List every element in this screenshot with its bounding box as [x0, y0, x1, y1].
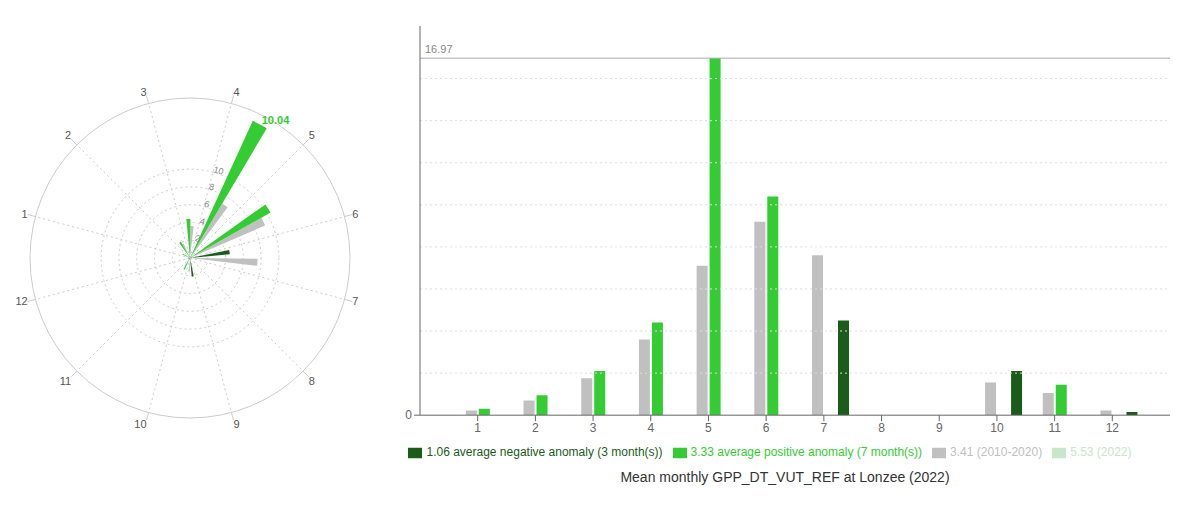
svg-text:5: 5 [705, 421, 712, 435]
html-text:1.06 average negative anomaly: 1.06 average negative anomaly (3 month(s… [426, 445, 663, 460]
html-text:5.53 (2022): 5.53 (2022) [1070, 445, 1132, 460]
html-text:3.33 average positive anomaly: 3.33 average positive anomaly (7 month(s… [690, 445, 923, 460]
svg-text:4: 4 [233, 86, 239, 98]
svg-text:9: 9 [233, 418, 239, 430]
svg-text:9: 9 [936, 421, 943, 435]
svg-text:4: 4 [647, 421, 654, 435]
svg-text:2: 2 [532, 421, 539, 435]
svg-text:10: 10 [990, 421, 1004, 435]
svg-text:3: 3 [140, 86, 146, 98]
svg-text:8: 8 [309, 375, 315, 387]
svg-text:4: 4 [199, 216, 206, 227]
svg-text:10: 10 [212, 164, 224, 176]
svg-text:3: 3 [590, 421, 597, 435]
svg-text:10.04: 10.04 [262, 114, 290, 126]
svg-text:10: 10 [134, 418, 146, 430]
svg-text:5: 5 [309, 129, 315, 141]
svg-text:12: 12 [1106, 421, 1120, 435]
svg-text:6: 6 [352, 208, 358, 220]
svg-text:7: 7 [352, 295, 358, 307]
svg-text:11: 11 [60, 375, 71, 387]
svg-text:6: 6 [203, 199, 210, 210]
svg-text:6: 6 [763, 421, 770, 435]
svg-text:2: 2 [65, 129, 71, 141]
svg-text:8: 8 [208, 182, 215, 193]
svg-text:7: 7 [821, 421, 828, 435]
html-text:Mean monthly GPP_DT_VUT_REF at: Mean monthly GPP_DT_VUT_REF at Lonzee (2… [620, 469, 950, 485]
svg-text:0: 0 [405, 408, 412, 422]
svg-text:8: 8 [878, 421, 885, 435]
svg-text:2: 2 [194, 233, 201, 244]
html-text:3.41 (2010-2020): 3.41 (2010-2020) [950, 445, 1043, 460]
svg-text:1: 1 [22, 208, 28, 220]
svg-text:12: 12 [15, 295, 27, 307]
svg-text:16.97: 16.97 [425, 43, 453, 55]
svg-text:1: 1 [474, 421, 481, 435]
svg-text:11: 11 [1048, 421, 1061, 435]
